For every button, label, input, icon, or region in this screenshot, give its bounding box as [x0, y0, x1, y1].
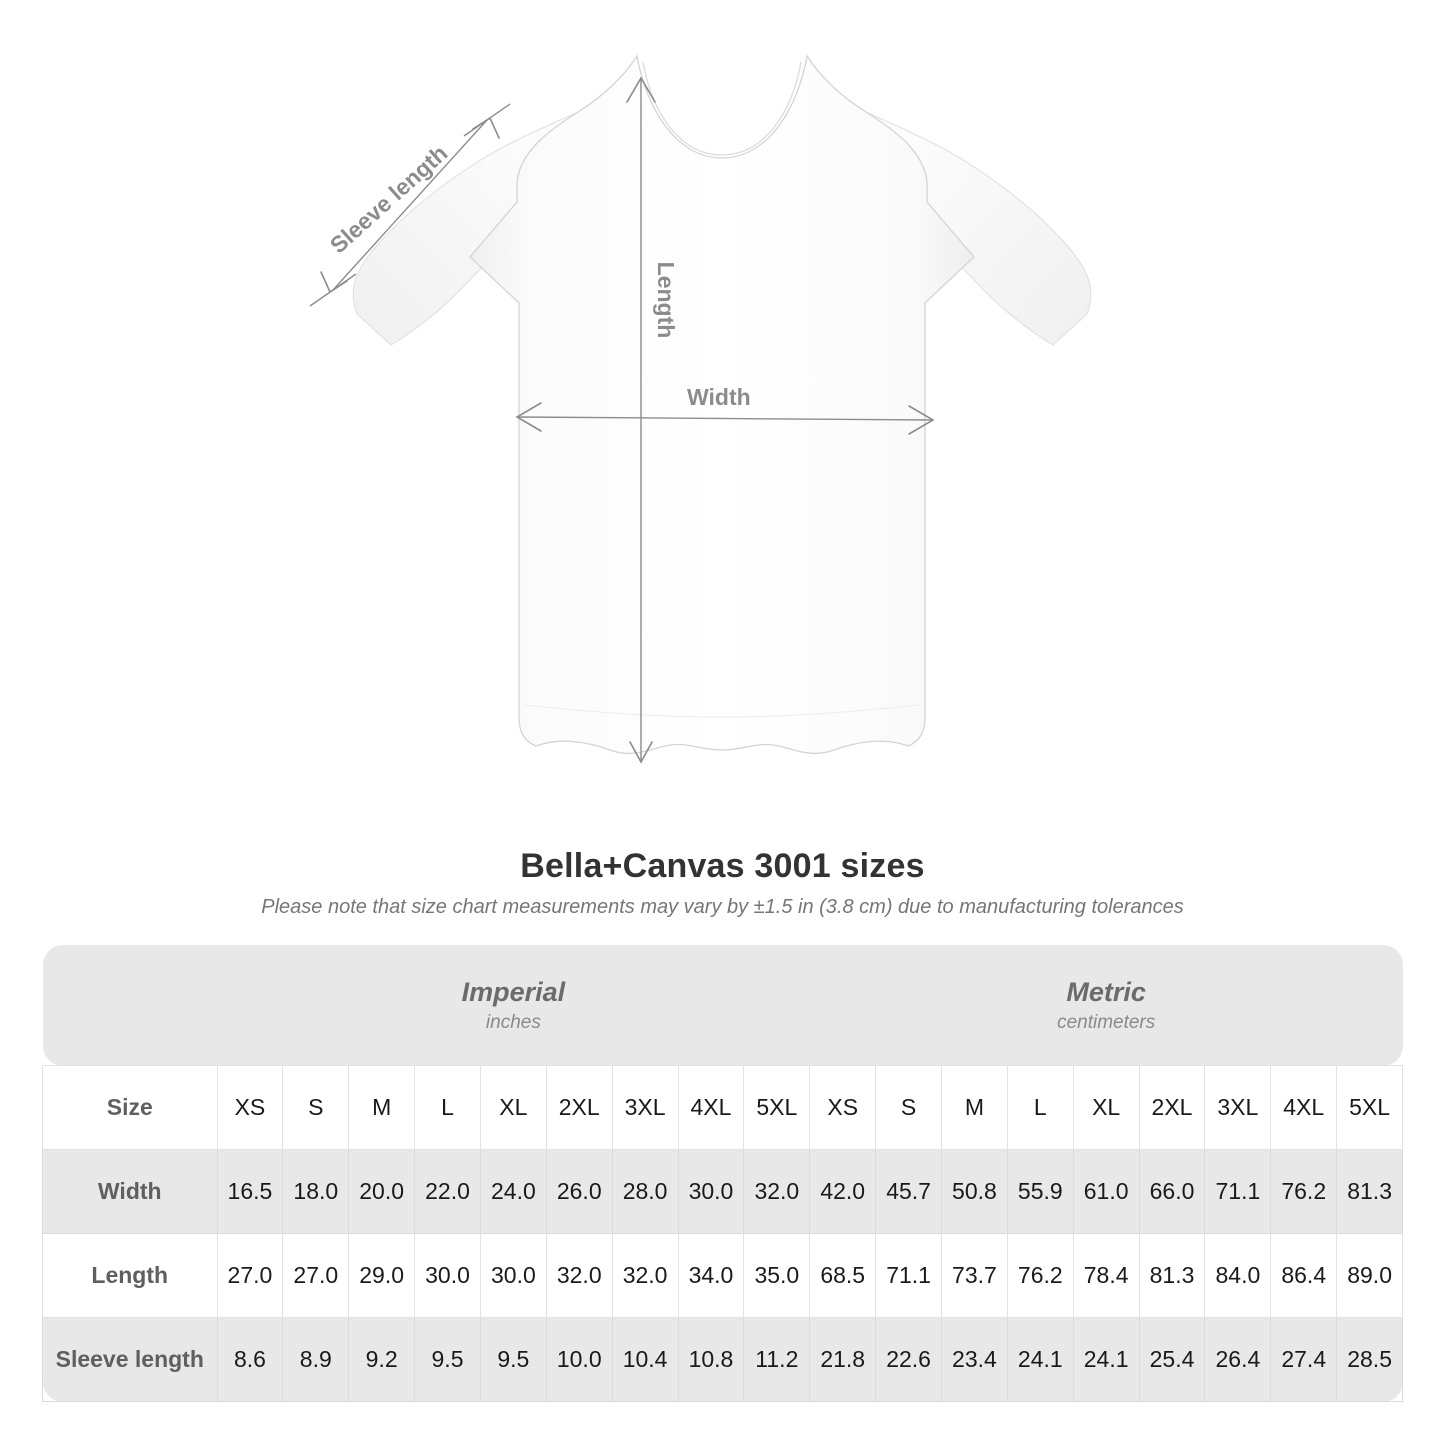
svg-text:Length: Length: [653, 262, 679, 339]
svg-text:Width: Width: [687, 384, 751, 410]
svg-text:Sleeve length: Sleeve length: [325, 140, 453, 259]
